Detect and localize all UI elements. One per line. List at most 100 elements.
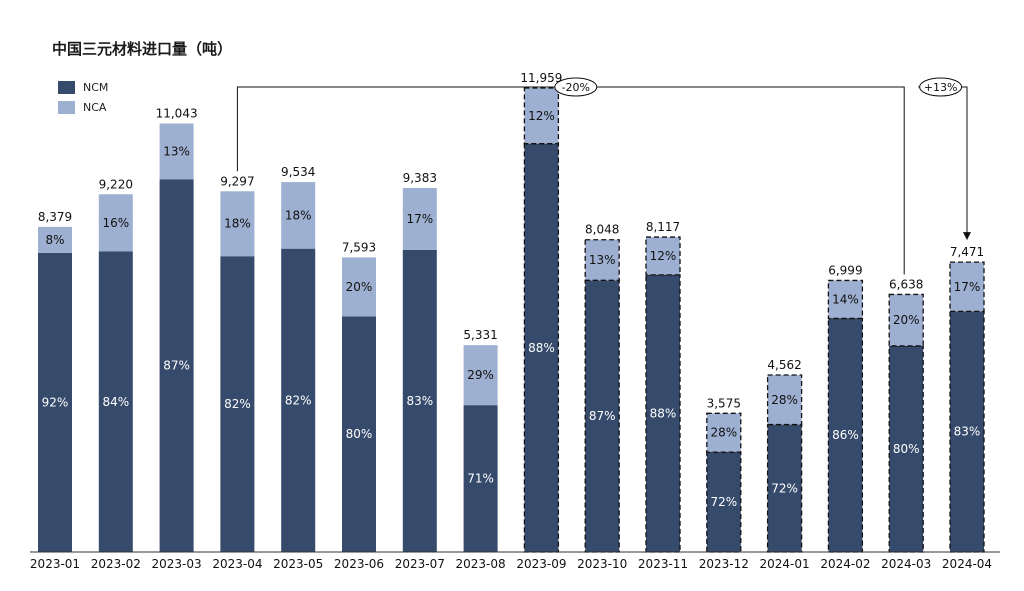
legend-swatch-ncm [58,81,75,94]
label-total-2024-02: 6,999 [828,263,862,277]
bar-nca-2023-08 [463,345,498,406]
label-nca-share-2023-08: 29% [467,368,494,382]
label-nca-share-2023-06: 20% [346,280,373,294]
bar-nca-2023-04 [220,191,255,257]
bar-ncm-2023-02 [98,251,133,552]
x-tick-2023-10: 2023-10 [577,557,627,571]
x-tick-2023-08: 2023-08 [456,557,506,571]
label-ncm-share-2023-08: 71% [467,472,494,486]
label-nca-share-2023-01: 8% [45,233,64,247]
bar-nca-2023-11 [645,236,681,276]
label-ncm-share-2023-04: 82% [224,397,251,411]
label-ncm-share-2023-05: 82% [285,393,312,407]
label-total-2023-04: 9,297 [220,174,254,188]
x-tick-2023-01: 2023-01 [30,557,80,571]
bar-ncm-2024-04 [949,310,985,553]
label-total-2023-06: 7,593 [342,240,376,254]
bar-ncm-2023-11 [645,274,681,553]
label-ncm-share-2023-07: 83% [406,394,433,408]
label-total-2023-07: 9,383 [403,171,437,185]
bar-nca-2024-04 [949,261,985,313]
legend-item-nca: NCA [58,101,106,114]
label-nca-share-2023-03: 13% [163,144,190,158]
annotation-bracket-decline [236,86,905,275]
label-ncm-share-2023-03: 87% [163,359,190,373]
label-total-2023-12: 3,575 [707,396,741,410]
x-tick-2023-09: 2023-09 [516,557,566,571]
x-tick-2024-04: 2024-04 [942,557,992,571]
legend-label-nca: NCA [83,101,107,114]
x-tick-2024-02: 2024-02 [820,557,870,571]
x-tick-2023-07: 2023-07 [395,557,445,571]
bar-nca-2024-03 [888,293,924,347]
x-tick-2023-03: 2023-03 [152,557,202,571]
bar-nca-2023-09 [523,87,560,145]
label-nca-share-2023-11: 12% [650,249,677,263]
chart-title: 中国三元材料进口量（吨） [52,40,233,58]
annotation-label-growth: +13% [924,81,958,94]
bar-nca-2023-05 [281,182,316,249]
bar-nca-2023-06 [342,257,376,317]
x-tick-2023-12: 2023-12 [699,557,749,571]
bar-nca-2023-01 [38,226,72,253]
label-total-2023-10: 8,048 [585,223,619,237]
annotation-arrowhead [963,232,971,241]
label-ncm-share-2024-01: 72% [771,481,798,495]
label-total-2023-05: 9,534 [281,165,315,179]
label-total-2023-08: 5,331 [463,328,497,342]
label-nca-share-2023-09: 12% [528,109,555,123]
label-ncm-share-2023-02: 84% [102,395,129,409]
legend-label-ncm: NCM [83,81,109,94]
bar-ncm-2023-04 [220,256,255,552]
label-ncm-share-2024-03: 80% [893,442,920,456]
annotation-badge-growth [919,77,963,97]
annotation-badge-decline [554,77,598,97]
bar-nca-2024-01 [766,374,803,426]
x-tick-2023-02: 2023-02 [91,557,141,571]
label-nca-share-2024-02: 14% [832,292,859,306]
label-total-2024-03: 6,638 [889,277,923,291]
bar-nca-2023-02 [98,194,133,252]
label-ncm-share-2023-06: 80% [346,427,373,441]
label-total-2023-02: 9,220 [99,177,133,191]
label-nca-share-2023-12: 28% [710,426,737,440]
label-nca-share-2024-03: 20% [893,313,920,327]
annotation-label-decline: -20% [562,81,590,94]
label-ncm-share-2024-04: 83% [954,425,981,439]
bar-nca-2023-07 [402,187,437,250]
label-total-2024-04: 7,471 [950,245,984,259]
label-ncm-share-2023-09: 88% [528,341,555,355]
bar-ncm-2023-06 [342,316,376,552]
label-nca-share-2024-01: 28% [771,393,798,407]
bar-ncm-2023-05 [281,248,316,552]
bar-ncm-2023-12 [706,451,742,553]
label-nca-share-2023-05: 18% [285,208,312,222]
x-tick-2023-05: 2023-05 [273,557,323,571]
x-tick-2023-11: 2023-11 [638,557,688,571]
bar-ncm-2023-03 [159,179,194,553]
label-ncm-share-2023-12: 72% [710,495,737,509]
label-total-2023-01: 8,379 [38,210,72,224]
label-nca-share-2023-07: 17% [406,212,433,226]
label-total-2023-09: 11,959 [520,71,562,85]
label-nca-share-2024-04: 17% [954,280,981,294]
x-tick-2024-03: 2024-03 [881,557,931,571]
bar-ncm-2023-08 [463,405,498,552]
label-total-2023-03: 11,043 [156,107,198,121]
label-ncm-share-2023-01: 92% [42,395,69,409]
label-ncm-share-2023-11: 88% [650,406,677,420]
bar-ncm-2024-01 [766,423,803,553]
label-ncm-share-2024-02: 86% [832,428,859,442]
bar-nca-2023-12 [706,412,742,453]
bar-ncm-2023-07 [402,249,437,552]
label-nca-share-2023-04: 18% [224,217,251,231]
bar-nca-2024-02 [827,279,864,320]
bar-nca-2023-10 [584,239,620,281]
x-tick-2023-06: 2023-06 [334,557,384,571]
x-tick-2024-01: 2024-01 [760,557,810,571]
bar-ncm-2023-01 [38,252,72,553]
label-nca-share-2023-10: 13% [589,253,616,267]
legend-swatch-nca [58,101,75,114]
x-tick-2023-04: 2023-04 [212,557,262,571]
